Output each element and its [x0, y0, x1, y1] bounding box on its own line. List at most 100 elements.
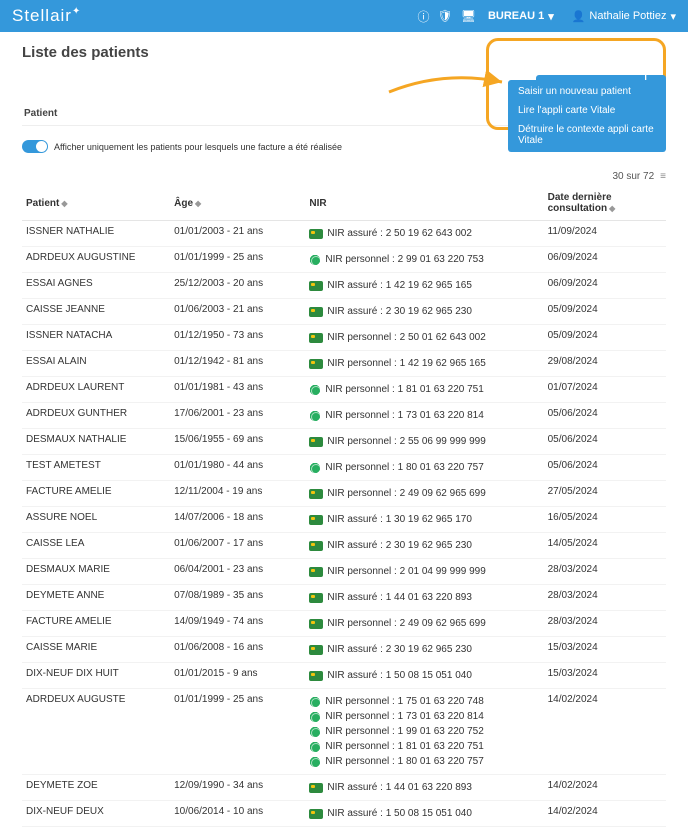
- vitale-card-icon: [309, 567, 323, 577]
- table-row[interactable]: TEST AMETEST01/01/1980 - 44 ansNIR perso…: [22, 455, 666, 481]
- cell-date: 05/09/2024: [544, 299, 666, 325]
- col-age[interactable]: Âge◆: [170, 186, 305, 221]
- filter-toggle-label: Afficher uniquement les patients pour le…: [54, 142, 342, 152]
- cell-patient: DIX-NEUF DIX HUIT: [22, 663, 170, 689]
- logo: Stellair✦: [12, 6, 81, 26]
- cell-age: 01/01/1999 - 25 ans: [170, 247, 305, 273]
- cell-date: 14/02/2024: [544, 689, 666, 775]
- nir-text: NIR assuré : 1 42 19 62 965 165: [327, 278, 472, 293]
- dropdown-item[interactable]: Détruire le contexte appli carte Vitale: [508, 120, 666, 150]
- cell-nir: NIR personnel : 2 01 04 99 999 999: [305, 559, 543, 585]
- table-row[interactable]: CAISSE MARIE01/06/2008 - 16 ansNIR assur…: [22, 637, 666, 663]
- cell-age: 01/01/2003 - 21 ans: [170, 221, 305, 247]
- table-row[interactable]: ADRDEUX GUNTHER17/06/2001 - 23 ansNIR pe…: [22, 403, 666, 429]
- table-row[interactable]: ASSURE NOEL14/07/2006 - 18 ansNIR assuré…: [22, 507, 666, 533]
- vitale-card-icon: [309, 515, 323, 525]
- cell-nir: NIR personnel : 1 75 01 63 220 748NIR pe…: [305, 689, 543, 775]
- vitale-card-icon: [309, 359, 323, 369]
- cell-date: 05/09/2024: [544, 325, 666, 351]
- cell-age: 12/11/2004 - 19 ans: [170, 481, 305, 507]
- cell-date: 28/03/2024: [544, 611, 666, 637]
- nir-text: NIR personnel : 1 73 01 63 220 814: [325, 408, 483, 423]
- nir-text: NIR personnel : 1 73 01 63 220 814: [325, 709, 483, 724]
- table-row[interactable]: ESSAI AGNES25/12/2003 - 20 ansNIR assuré…: [22, 273, 666, 299]
- table-row[interactable]: ADRDEUX AUGUSTE01/01/1999 - 25 ansNIR pe…: [22, 689, 666, 775]
- shield-icon[interactable]: 🛡: [437, 9, 452, 23]
- table-row[interactable]: DIX-NEUF DIX HUIT01/01/2015 - 9 ansNIR a…: [22, 663, 666, 689]
- cell-patient: DESMAUX NATHALIE: [22, 429, 170, 455]
- patients-table: Patient◆ Âge◆ NIR Date dernière consulta…: [22, 186, 666, 827]
- cell-nir: NIR personnel : 1 73 01 63 220 814: [305, 403, 543, 429]
- nir-text: NIR assuré : 2 50 19 62 643 002: [327, 226, 472, 241]
- info-icon[interactable]: ⓘ: [417, 8, 429, 25]
- table-row[interactable]: FACTURE AMELIE14/09/1949 - 74 ansNIR per…: [22, 611, 666, 637]
- table-row[interactable]: ESSAI ALAIN01/12/1942 - 81 ansNIR person…: [22, 351, 666, 377]
- globe-icon: [309, 462, 321, 474]
- cell-patient: ESSAI AGNES: [22, 273, 170, 299]
- cell-nir: NIR assuré : 1 42 19 62 965 165: [305, 273, 543, 299]
- page-title: Liste des patients: [22, 44, 666, 61]
- cell-date: 05/06/2024: [544, 455, 666, 481]
- cell-age: 15/06/1955 - 69 ans: [170, 429, 305, 455]
- user-menu[interactable]: 👤 Nathalie Pottiez ▾: [572, 10, 676, 23]
- table-row[interactable]: FACTURE AMELIE12/11/2004 - 19 ansNIR per…: [22, 481, 666, 507]
- table-row[interactable]: DEYMETE ZOE12/09/1990 - 34 ansNIR assuré…: [22, 775, 666, 801]
- cell-date: 05/06/2024: [544, 429, 666, 455]
- filter-toggle[interactable]: [22, 140, 48, 153]
- cell-patient: DEYMETE ANNE: [22, 585, 170, 611]
- topbar: Stellair✦ ⓘ 🛡 🖥 BUREAU 1 ▾ 👤 Nathalie Po…: [0, 0, 688, 32]
- cell-date: 28/03/2024: [544, 559, 666, 585]
- cell-nir: NIR personnel : 2 49 09 62 965 699: [305, 481, 543, 507]
- cell-nir: NIR assuré : 1 44 01 63 220 893: [305, 585, 543, 611]
- cell-age: 01/06/2008 - 16 ans: [170, 637, 305, 663]
- cell-nir: NIR personnel : 1 42 19 62 965 165: [305, 351, 543, 377]
- table-row[interactable]: ISSNER NATACHA01/12/1950 - 73 ansNIR per…: [22, 325, 666, 351]
- table-row[interactable]: ADRDEUX AUGUSTINE01/01/1999 - 25 ansNIR …: [22, 247, 666, 273]
- cell-age: 10/06/2014 - 10 ans: [170, 801, 305, 827]
- device-icon[interactable]: 🖥: [461, 9, 476, 23]
- vitale-card-icon: [309, 333, 323, 343]
- nir-text: NIR personnel : 1 42 19 62 965 165: [327, 356, 485, 371]
- dropdown-item[interactable]: Lire l'appli carte Vitale: [508, 101, 666, 120]
- vitale-card-icon: [309, 619, 323, 629]
- nir-text: NIR personnel : 2 01 04 99 999 999: [327, 564, 485, 579]
- cell-age: 01/12/1950 - 73 ans: [170, 325, 305, 351]
- top-icons: ⓘ 🛡 🖥: [417, 8, 475, 25]
- cell-nir: NIR personnel : 1 80 01 63 220 757: [305, 455, 543, 481]
- vitale-card-icon: [309, 809, 323, 819]
- cell-patient: TEST AMETEST: [22, 455, 170, 481]
- table-row[interactable]: ISSNER NATHALIE01/01/2003 - 21 ansNIR as…: [22, 221, 666, 247]
- cell-age: 12/09/1990 - 34 ans: [170, 775, 305, 801]
- nir-text: NIR personnel : 2 55 06 99 999 999: [327, 434, 485, 449]
- table-row[interactable]: DEYMETE ANNE07/08/1989 - 35 ansNIR assur…: [22, 585, 666, 611]
- dropdown-item[interactable]: Saisir un nouveau patient: [508, 82, 666, 101]
- table-row[interactable]: ADRDEUX LAURENT01/01/1981 - 43 ansNIR pe…: [22, 377, 666, 403]
- vitale-card-icon: [309, 783, 323, 793]
- cell-nir: NIR assuré : 2 30 19 62 965 230: [305, 299, 543, 325]
- cell-nir: NIR personnel : 2 49 09 62 965 699: [305, 611, 543, 637]
- workspace-select[interactable]: BUREAU 1 ▾: [488, 10, 554, 23]
- globe-icon: [309, 741, 321, 753]
- nir-text: NIR assuré : 2 30 19 62 965 230: [327, 538, 472, 553]
- nir-text: NIR assuré : 1 44 01 63 220 893: [327, 780, 472, 795]
- cell-patient: ESSAI ALAIN: [22, 351, 170, 377]
- nir-text: NIR assuré : 1 30 19 62 965 170: [327, 512, 472, 527]
- globe-icon: [309, 410, 321, 422]
- table-row[interactable]: CAISSE JEANNE01/06/2003 - 21 ansNIR assu…: [22, 299, 666, 325]
- globe-icon: [309, 711, 321, 723]
- chevron-down-icon: ▾: [548, 10, 554, 23]
- cell-age: 01/01/1981 - 43 ans: [170, 377, 305, 403]
- filter-icon[interactable]: ≡: [660, 171, 666, 182]
- col-nir: NIR: [305, 186, 543, 221]
- col-patient[interactable]: Patient◆: [22, 186, 170, 221]
- table-row[interactable]: CAISSE LEA01/06/2007 - 17 ansNIR assuré …: [22, 533, 666, 559]
- col-date[interactable]: Date dernière consultation◆: [544, 186, 666, 221]
- table-row[interactable]: DESMAUX NATHALIE15/06/1955 - 69 ans NIR p…: [22, 429, 666, 455]
- globe-icon: [309, 696, 321, 708]
- table-row[interactable]: DIX-NEUF DEUX10/06/2014 - 10 ansNIR assu…: [22, 801, 666, 827]
- nir-text: NIR personnel : 2 49 09 62 965 699: [327, 616, 485, 631]
- cell-nir: NIR personnel : 2 55 06 99 999 999: [305, 429, 543, 455]
- nir-text: NIR assuré : 2 30 19 62 965 230: [327, 642, 472, 657]
- pagination: 30 sur 72 ≡: [22, 171, 666, 182]
- table-row[interactable]: DESMAUX MARIE06/04/2001 - 23 ansNIR pers…: [22, 559, 666, 585]
